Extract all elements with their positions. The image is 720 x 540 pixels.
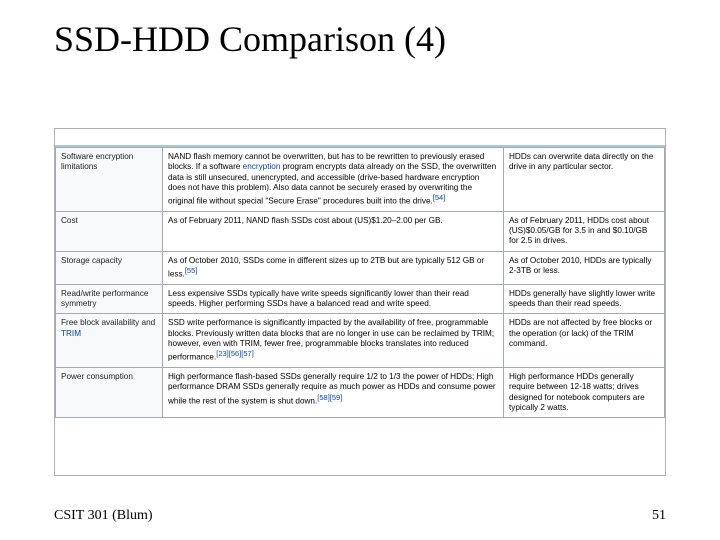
attr-text: Storage capacity (61, 256, 122, 265)
table-row: Power consumption High performance flash… (56, 368, 665, 418)
citation-ref[interactable]: [23][56][57] (216, 349, 254, 358)
footer-course: CSIT 301 (Blum) (54, 508, 153, 524)
attr-cell: Power consumption (56, 368, 163, 418)
attr-cell: Free block availability and TRIM (56, 314, 163, 368)
ssd-cell: As of October 2010, SSDs come in differe… (163, 251, 504, 284)
hdd-cell: HDDs generally have slightly lower write… (504, 284, 665, 314)
ssd-cell: SSD write performance is significantly i… (163, 314, 504, 368)
attr-text-pre: Free block availability and (61, 318, 155, 327)
hdd-text: High performance HDDs generally require … (509, 372, 645, 412)
hdd-cell: As of February 2011, HDDs cost about (US… (504, 211, 665, 251)
ssd-text: Less expensive SSDs typically have write… (168, 289, 469, 308)
attr-cell: Storage capacity (56, 251, 163, 284)
citation-ref[interactable]: [54] (433, 193, 446, 202)
attr-cell: Cost (56, 211, 163, 251)
citation-ref[interactable]: [58][59] (317, 393, 342, 402)
ssd-cell: Less expensive SSDs typically have write… (163, 284, 504, 314)
hdd-text: HDDs can overwrite data directly on the … (509, 152, 653, 171)
page-number: 51 (652, 508, 666, 524)
attr-text: Cost (61, 216, 78, 225)
hdd-text: HDDs generally have slightly lower write… (509, 289, 655, 308)
ssd-cell: High performance flash-based SSDs genera… (163, 368, 504, 418)
table-row: Free block availability and TRIM SSD wri… (56, 314, 665, 368)
citation-ref[interactable]: [55] (185, 266, 198, 275)
ssd-cell: As of February 2011, NAND flash SSDs cos… (163, 211, 504, 251)
ssd-cell: NAND flash memory cannot be overwritten,… (163, 148, 504, 212)
encryption-link[interactable]: encryption (243, 162, 281, 171)
hdd-cell: High performance HDDs generally require … (504, 368, 665, 418)
table-row: Software encryption limitations NAND fla… (56, 148, 665, 212)
attr-text: Software encryption limitations (61, 152, 133, 171)
slide-title: SSD-HDD Comparison (4) (54, 18, 446, 60)
attr-text: Power consumption (61, 372, 133, 381)
table-row: Cost As of February 2011, NAND flash SSD… (56, 211, 665, 251)
browser-tabbar-fragment (55, 129, 665, 147)
hdd-text: As of February 2011, HDDs cost about (US… (509, 216, 649, 246)
hdd-cell: HDDs can overwrite data directly on the … (504, 148, 665, 212)
attr-text: Read/write performance symmetry (61, 289, 148, 308)
table-row: Read/write performance symmetry Less exp… (56, 284, 665, 314)
hdd-cell: HDDs are not affected by free blocks or … (504, 314, 665, 368)
attr-cell: Software encryption limitations (56, 148, 163, 212)
hdd-text: As of October 2010, HDDs are typically 2… (509, 256, 651, 275)
comparison-table: Software encryption limitations NAND fla… (55, 147, 665, 418)
hdd-text: HDDs are not affected by free blocks or … (509, 318, 652, 348)
ssd-text: As of February 2011, NAND flash SSDs cos… (168, 216, 443, 225)
comparison-table-container: Software encryption limitations NAND fla… (54, 128, 666, 476)
table-row: Storage capacity As of October 2010, SSD… (56, 251, 665, 284)
hdd-cell: As of October 2010, HDDs are typically 2… (504, 251, 665, 284)
trim-link[interactable]: TRIM (61, 329, 81, 338)
attr-cell: Read/write performance symmetry (56, 284, 163, 314)
ssd-text: As of October 2010, SSDs come in differe… (168, 256, 484, 279)
